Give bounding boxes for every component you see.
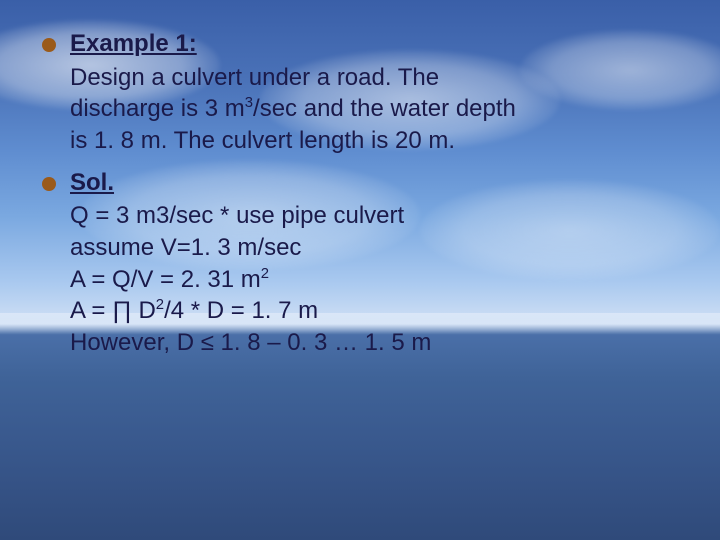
bullet-body: Q = 3 m3/sec * use pipe culvertassume V=… bbox=[70, 200, 680, 358]
body-line: discharge is 3 m3/sec and the water dept… bbox=[70, 93, 680, 125]
bullet-item: Example 1: bbox=[42, 28, 680, 60]
body-line: assume V=1. 3 m/sec bbox=[70, 232, 680, 264]
slide: Example 1:Design a culvert under a road.… bbox=[0, 0, 720, 540]
body-line: Design a culvert under a road. The bbox=[70, 62, 680, 94]
body-line: A = Q/V = 2. 31 m2 bbox=[70, 264, 680, 296]
bullet-heading: Sol. bbox=[70, 167, 114, 199]
bullet-item: Sol. bbox=[42, 167, 680, 199]
bullet-heading: Example 1: bbox=[70, 28, 197, 60]
body-line: A = ∏ D2/4 * D = 1. 7 m bbox=[70, 295, 680, 327]
slide-content: Example 1:Design a culvert under a road.… bbox=[42, 28, 680, 369]
body-line: is 1. 8 m. The culvert length is 20 m. bbox=[70, 125, 680, 157]
body-line: However, D ≤ 1. 8 – 0. 3 … 1. 5 m bbox=[70, 327, 680, 359]
bullet-dot-icon bbox=[42, 38, 56, 52]
body-line: Q = 3 m3/sec * use pipe culvert bbox=[70, 200, 680, 232]
bullet-body: Design a culvert under a road. Thedischa… bbox=[70, 62, 680, 157]
bullet-dot-icon bbox=[42, 177, 56, 191]
